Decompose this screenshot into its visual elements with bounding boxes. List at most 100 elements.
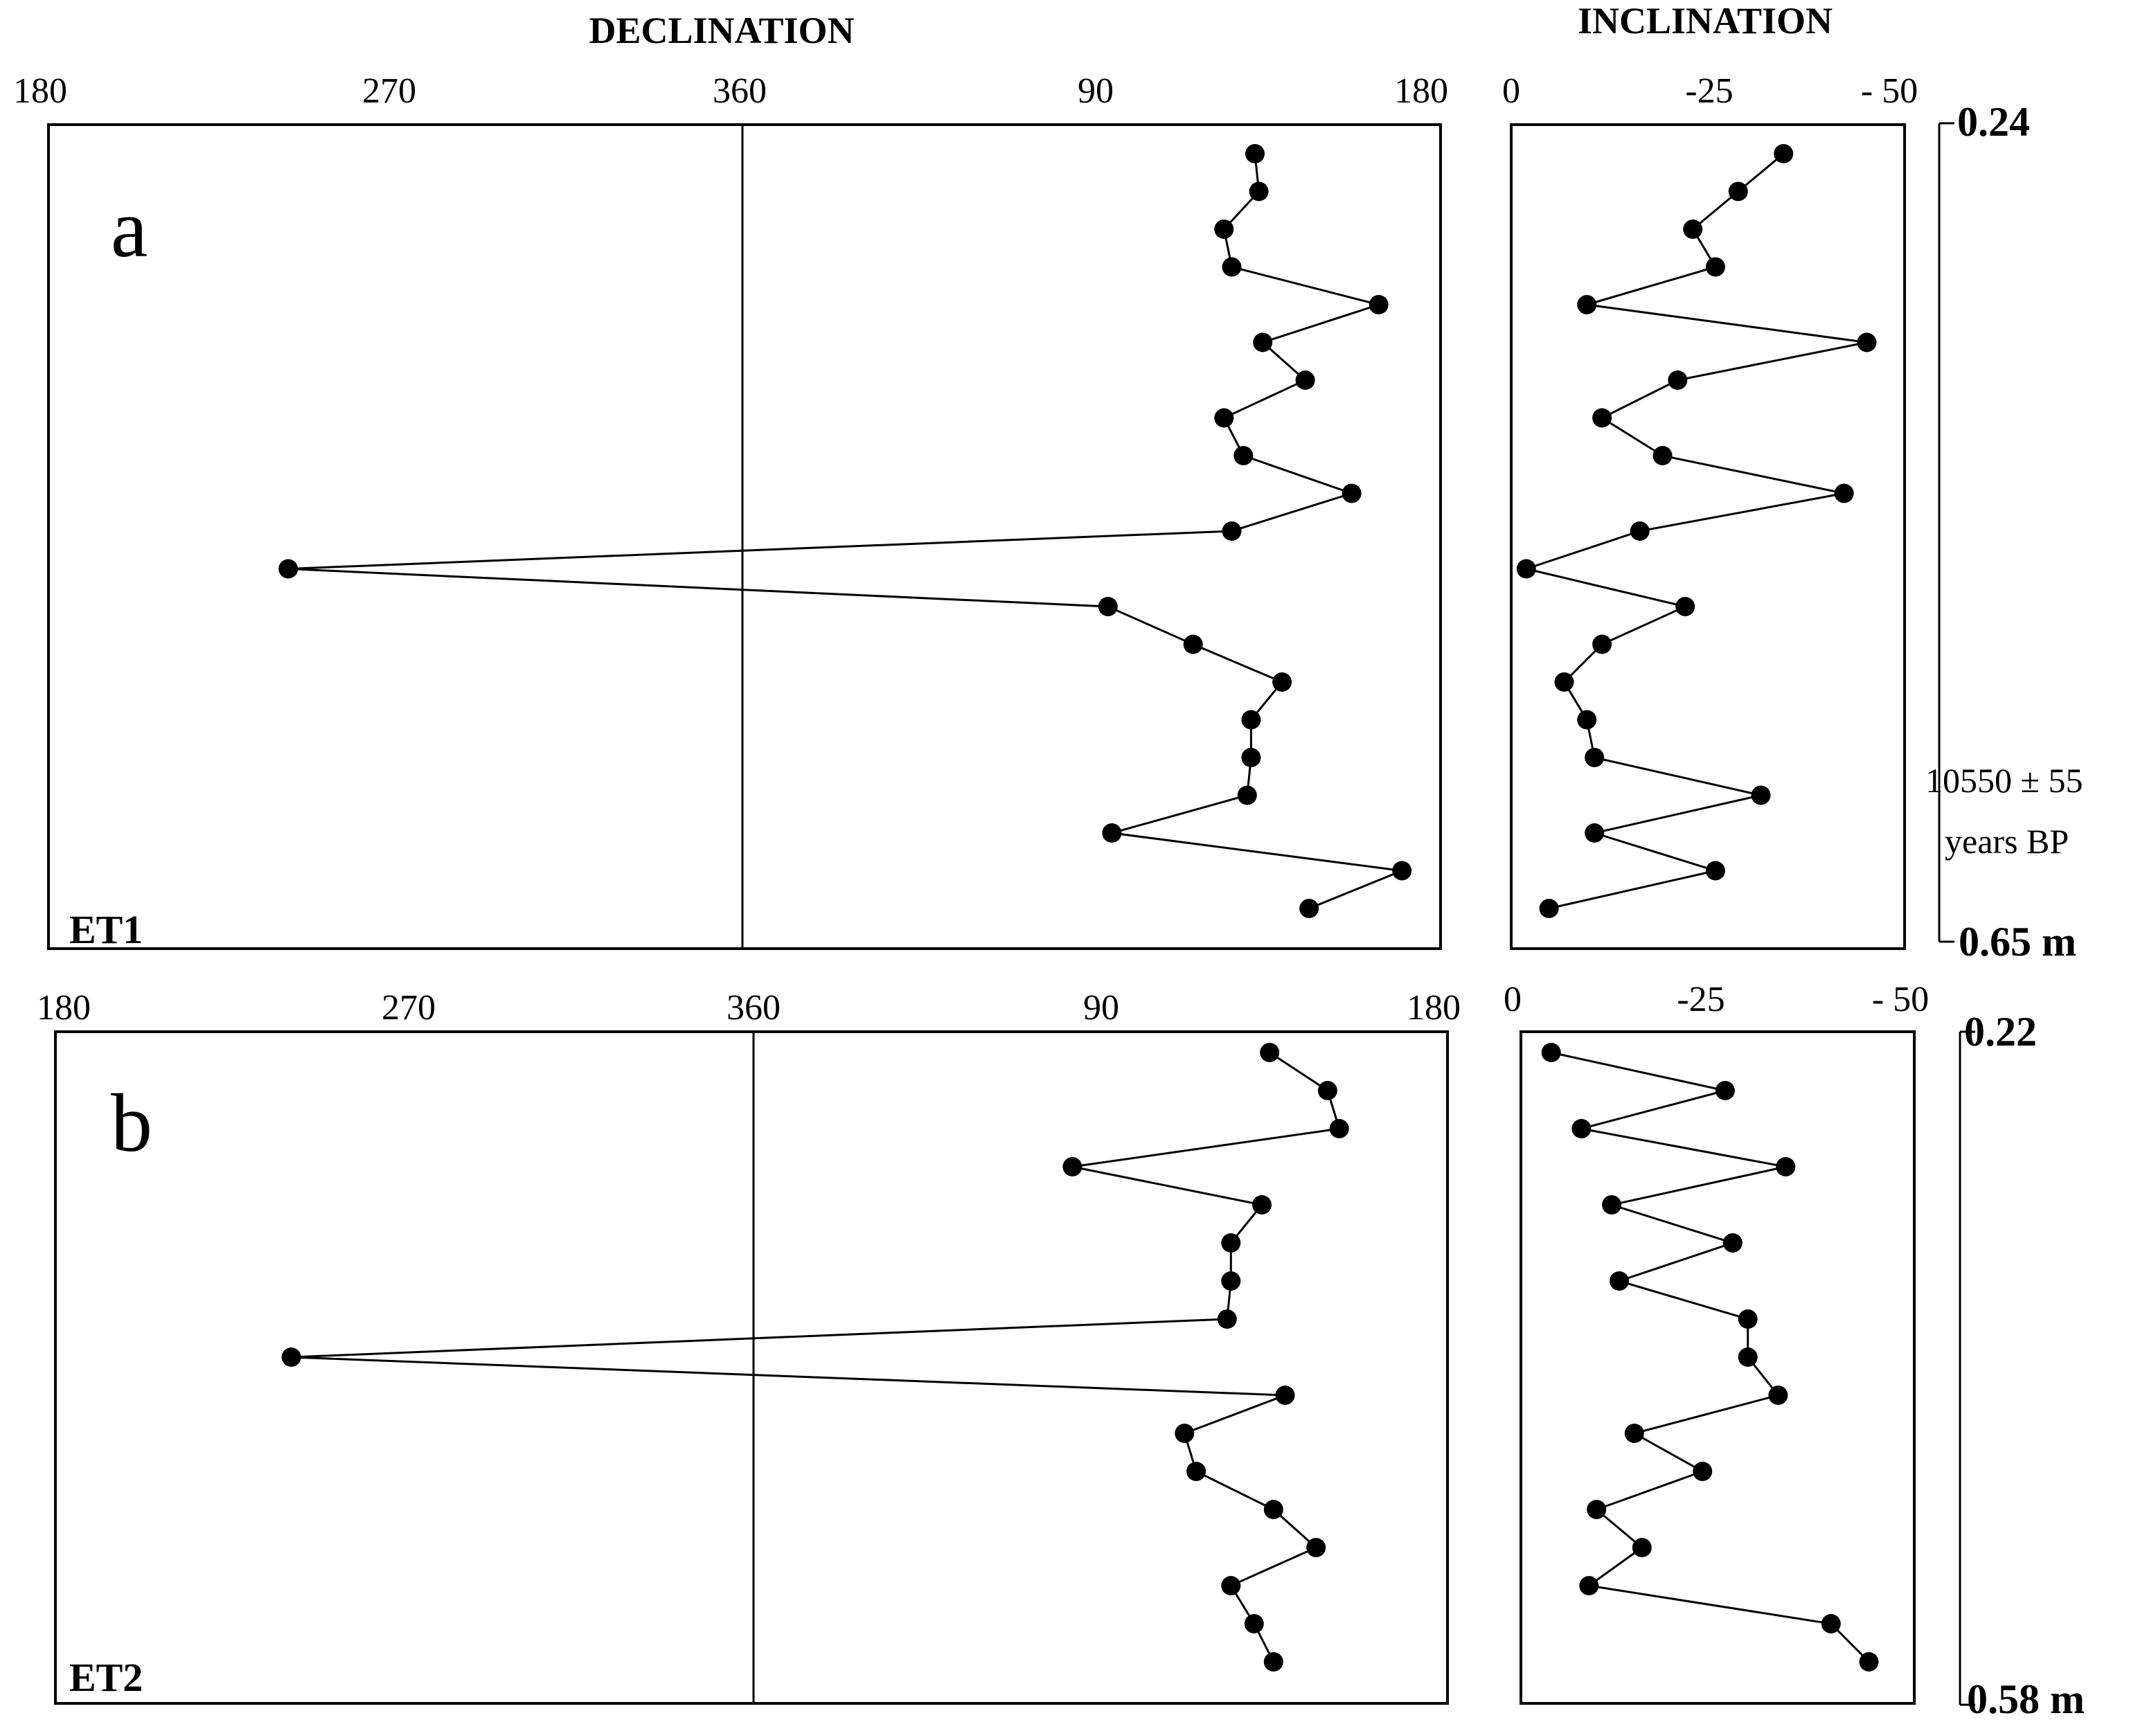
inclination-point — [1728, 181, 1748, 201]
panel-b-dec-tick-90: 90 — [1083, 988, 1119, 1028]
panel-b-inc-tick-0: 0 — [1504, 980, 1522, 1019]
declination-point — [1175, 1424, 1195, 1443]
panel-b-inc-tick-50: - 50 — [1872, 980, 1929, 1019]
declination-point — [1186, 1462, 1206, 1481]
panel-a-age-annotation: 10550 ± 55 — [1925, 761, 2083, 800]
inclination-point — [1554, 672, 1574, 692]
declination-point — [1249, 181, 1269, 201]
inclination-point — [1592, 634, 1612, 654]
inclination-point — [1587, 1500, 1607, 1519]
declination-point — [278, 559, 299, 579]
inclination-point — [1585, 823, 1605, 843]
panel-a-inc-tick-50: - 50 — [1861, 71, 1918, 111]
declination-point — [1233, 446, 1254, 465]
declination-point — [1062, 1157, 1083, 1176]
inclination-point — [1774, 144, 1794, 163]
panel-a-letter: a — [111, 182, 148, 274]
panel-b-letter: b — [111, 1077, 152, 1169]
panel-b-inclination-frame — [1520, 1030, 1916, 1705]
panel-a-depth-bottom: 0.65 m — [1959, 919, 2076, 965]
panel-a-dec-tick-180-left: 180 — [13, 71, 67, 111]
declination-point — [1295, 370, 1315, 390]
inclination-point — [1705, 257, 1725, 277]
panel-b-dec-tick-360: 360 — [727, 988, 781, 1028]
declination-point — [1245, 144, 1265, 163]
declination-point — [1222, 521, 1242, 541]
inclination-point — [1579, 1576, 1599, 1595]
panel-a-declination-series — [278, 144, 1412, 918]
panel-a: 180 270 360 90 180 0 -25 - 50 a ET1 0.24… — [13, 71, 2083, 965]
declination-point — [1329, 1119, 1349, 1138]
inclination-point — [1571, 1119, 1592, 1138]
inclination-point — [1577, 295, 1597, 314]
inclination-point — [1738, 1309, 1758, 1329]
inclination-line — [1551, 1051, 1870, 1663]
inclination-point — [1683, 220, 1703, 239]
inclination-point — [1768, 1386, 1788, 1405]
declination-point — [1392, 861, 1412, 881]
inclination-point — [1668, 370, 1688, 390]
inclination-point — [1577, 710, 1597, 730]
inclination-point — [1592, 408, 1612, 428]
declination-point — [1183, 634, 1203, 654]
panel-b-declination-frame — [54, 1030, 1449, 1705]
panel-b-dec-tick-270: 270 — [382, 988, 436, 1028]
panel-b-inc-tick-25: -25 — [1677, 980, 1725, 1019]
panel-b: 180 270 360 90 180 0 -25 - 50 b ET2 0.22… — [37, 980, 2085, 1720]
inclination-point — [1857, 332, 1877, 352]
inclination-point — [1541, 1043, 1561, 1062]
declination-point — [1244, 1614, 1264, 1633]
panel-b-core-label: ET2 — [69, 1655, 143, 1700]
panel-a-age-annotation-unit: years BP — [1945, 822, 2069, 861]
declination-point — [1214, 408, 1234, 428]
declination-point — [1102, 823, 1122, 843]
declination-point — [1221, 1233, 1241, 1253]
inclination-point — [1624, 1424, 1644, 1443]
panel-b-dec-tick-180-right: 180 — [1407, 988, 1461, 1028]
declination-point — [1342, 483, 1362, 503]
declination-point — [1369, 295, 1389, 314]
inclination-point — [1693, 1462, 1713, 1481]
declination-point — [1221, 1271, 1241, 1291]
declination-point — [1221, 1576, 1241, 1595]
panel-a-depth-top: 0.24 — [1957, 99, 2030, 145]
declination-point — [1260, 1043, 1280, 1062]
declination-line — [291, 1051, 1341, 1663]
declination-point — [1222, 257, 1242, 277]
panel-a-dec-tick-270: 270 — [362, 71, 416, 111]
panel-a-dec-tick-180-right: 180 — [1394, 71, 1448, 111]
inclination-point — [1675, 597, 1695, 616]
declination-point — [1214, 220, 1234, 239]
inclination-point — [1632, 1538, 1652, 1557]
panel-a-inc-tick-25: -25 — [1685, 71, 1733, 111]
declination-point — [1317, 1081, 1337, 1100]
panel-a-inclination-frame — [1510, 123, 1906, 950]
panel-a-inc-tick-0: 0 — [1502, 71, 1520, 111]
inclination-point — [1722, 1233, 1743, 1253]
inclination-point — [1602, 1195, 1622, 1215]
inclination-header: INCLINATION — [1578, 0, 1833, 42]
declination-point — [1263, 1500, 1283, 1519]
inclination-point — [1516, 559, 1536, 579]
inclination-line — [1522, 152, 1867, 910]
panel-a-declination-frame — [47, 123, 1442, 950]
inclination-point — [1652, 446, 1673, 465]
declination-point — [281, 1347, 301, 1367]
panel-a-inclination-series — [1516, 144, 1877, 918]
panel-b-inclination-series — [1541, 1043, 1879, 1672]
inclination-point — [1610, 1271, 1629, 1291]
declination-point — [1306, 1538, 1326, 1557]
panel-b-dec-tick-180-left: 180 — [37, 988, 91, 1028]
declination-point — [1299, 899, 1319, 918]
declination-point — [1217, 1309, 1237, 1329]
declination-point — [1252, 1195, 1272, 1215]
inclination-point — [1630, 521, 1650, 541]
inclination-point — [1539, 899, 1559, 918]
declination-point — [1241, 710, 1261, 730]
inclination-point — [1859, 1652, 1879, 1672]
inclination-point — [1585, 748, 1605, 767]
inclination-point — [1821, 1614, 1841, 1633]
declination-point — [1263, 1652, 1283, 1672]
declination-point — [1272, 672, 1292, 692]
inclination-point — [1834, 483, 1854, 503]
